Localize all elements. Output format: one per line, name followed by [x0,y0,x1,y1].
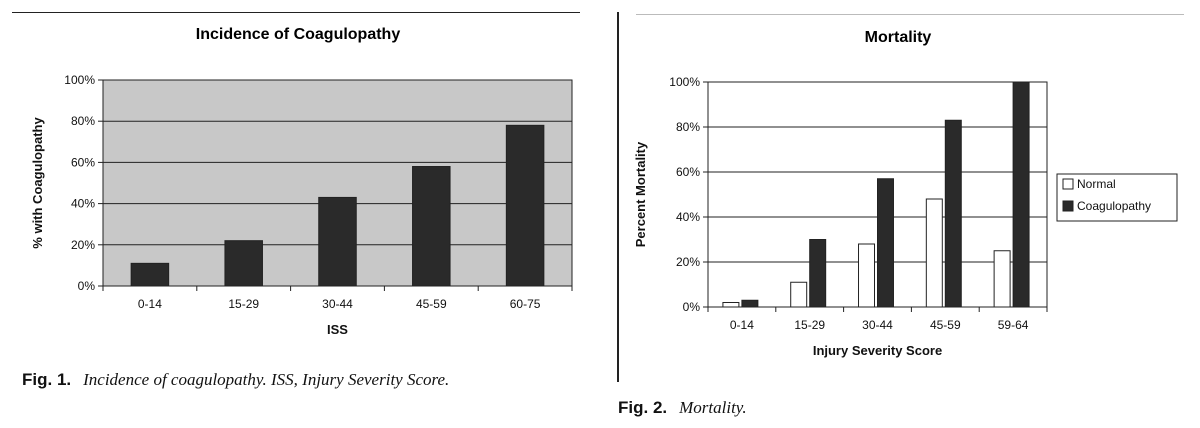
y-tick-label: 0% [683,300,701,314]
bar-normal-45-59 [925,198,943,308]
y-tick-label: 40% [676,210,700,224]
bar-normal-59-64 [993,250,1011,308]
top-rule-left [12,12,580,13]
bar-coagulopathy-0-14 [741,299,759,308]
figure-1-label: Fig. 1. [22,370,72,389]
figure-2-text: Mortality. [679,398,747,417]
x-tick-label: 45-59 [930,318,961,332]
y-axis-title: Percent Mortality [633,141,648,247]
chart-incidence-of-coagulopathy: 0% 20% 40% 60% 80% 100% 0-14 15-29 30-44 45-59 60-… [30,26,573,337]
legend-swatch-coagulopathy [1062,200,1074,212]
bar-normal-0-14 [722,302,740,308]
y-tick-label: 80% [676,120,700,134]
figure-1-caption: Fig. 1. Incidence of coagulopathy. ISS, I… [22,370,449,390]
chart-mortality: 0% 20% 40% 60% 80% 100% 0-14 15-29 30-44 45-59 59-… [633,29,1178,358]
x-tick-label: 30-44 [322,297,353,311]
x-tick-label: 59-64 [998,318,1029,332]
y-tick-label: 0% [78,279,96,293]
bar-series-30-44 [318,196,357,287]
bar-normal-30-44 [858,243,875,308]
x-tick-label: 45-59 [416,297,447,311]
x-tick-label: 15-29 [228,297,259,311]
y-tick-label: 60% [71,155,95,169]
x-tick-label: 30-44 [862,318,893,332]
bar-coagulopathy-30-44 [877,178,894,308]
y-tick-label: 100% [669,75,700,89]
y-axis-title: % with Coagulopathy [30,117,45,249]
x-tick-label: 15-29 [794,318,825,332]
x-tick-label: 60-75 [510,297,541,311]
y-tick-label: 40% [71,197,95,211]
bar-coagulopathy-59-64 [1012,81,1030,308]
bar-coagulopathy-45-59 [944,119,962,308]
y-tick-label: 60% [676,165,700,179]
figure-2-caption: Fig. 2. Mortality. [618,398,747,418]
chart-title: Mortality [865,29,932,46]
y-tick-label: 80% [71,114,95,128]
bar-series-0-14 [130,262,170,287]
panel-divider [617,12,619,382]
y-tick-label: 20% [71,238,95,252]
y-tick-label: 20% [676,255,700,269]
legend-box [1056,173,1178,222]
x-axis-title: ISS [327,322,348,337]
legend-swatch-normal [1062,178,1074,190]
legend-label-coagulopathy: Coagulopathy [1077,199,1151,213]
legend-label-normal: Normal [1077,177,1116,191]
bar-coagulopathy-15-29 [809,239,827,308]
figure-2-label: Fig. 2. [618,398,668,417]
bar-series-15-29 [224,240,263,287]
figure-1-text: Incidence of coagulopathy. ISS, Injury S… [83,370,450,389]
bar-normal-15-29 [790,281,808,308]
bar-series-45-59 [412,166,451,287]
y-tick-label: 100% [64,73,95,87]
bar-series-60-75 [505,124,545,287]
top-rule-right [636,14,1184,15]
x-axis-title: Injury Severity Score [813,343,942,358]
x-tick-label: 0-14 [138,297,162,311]
x-tick-label: 0-14 [730,318,754,332]
chart-title: Incidence of Coagulopathy [196,26,401,43]
